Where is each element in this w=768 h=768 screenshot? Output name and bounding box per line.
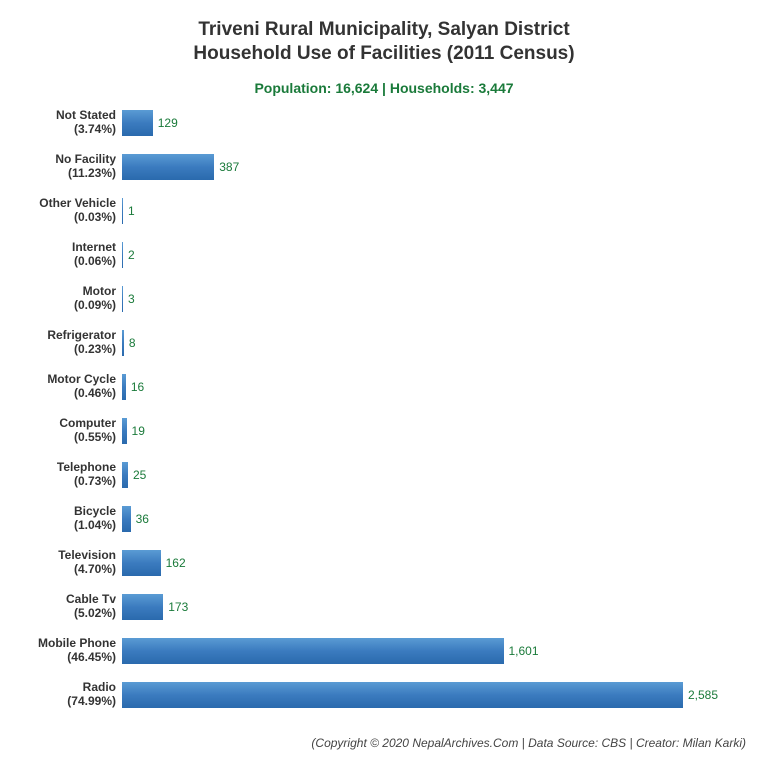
bar	[122, 286, 123, 312]
bar	[122, 330, 124, 356]
bar-label: Telephone(0.73%)	[57, 461, 116, 489]
bar-value: 25	[133, 468, 146, 482]
bar-label: Refrigerator(0.23%)	[47, 329, 116, 357]
bar-label-pct: (3.74%)	[56, 123, 116, 137]
bar-value: 162	[166, 556, 186, 570]
bar-label-pct: (0.06%)	[72, 255, 116, 269]
chart-title-line1: Triveni Rural Municipality, Salyan Distr…	[20, 18, 748, 42]
bar-label-pct: (4.70%)	[58, 563, 116, 577]
chart-container: Triveni Rural Municipality, Salyan Distr…	[0, 0, 768, 768]
bar-label-text: Telephone	[57, 460, 116, 474]
bar	[122, 242, 123, 268]
bar-row: Refrigerator(0.23%)8	[122, 330, 718, 356]
bar-value: 8	[129, 336, 136, 350]
bar-value: 2	[128, 248, 135, 262]
bar-label-text: Internet	[72, 240, 116, 254]
bar-label: Radio(74.99%)	[67, 681, 116, 709]
bar-label: No Facility(11.23%)	[55, 153, 116, 181]
bar-label-pct: (11.23%)	[55, 167, 116, 181]
chart-title-block: Triveni Rural Municipality, Salyan Distr…	[20, 18, 748, 66]
bar-value: 129	[158, 116, 178, 130]
bar	[122, 682, 683, 708]
bar-label: Not Stated(3.74%)	[56, 109, 116, 137]
bar-label-pct: (5.02%)	[66, 607, 116, 621]
bar-label-text: Other Vehicle	[39, 196, 116, 210]
bar-value: 173	[168, 600, 188, 614]
bar	[122, 154, 214, 180]
bar-row: Computer(0.55%)19	[122, 418, 718, 444]
chart-subtitle: Population: 16,624 | Households: 3,447	[20, 80, 748, 96]
bar-row: Internet(0.06%)2	[122, 242, 718, 268]
bar	[122, 418, 127, 444]
bar-value: 387	[219, 160, 239, 174]
bar-row: Not Stated(3.74%)129	[122, 110, 718, 136]
bar-row: Cable Tv(5.02%)173	[122, 594, 718, 620]
bar-label: Computer(0.55%)	[59, 417, 116, 445]
bar-label: Bicycle(1.04%)	[74, 505, 116, 533]
bar-label: Motor Cycle(0.46%)	[47, 373, 116, 401]
bar-label-pct: (0.73%)	[57, 475, 116, 489]
chart-footer: (Copyright © 2020 NepalArchives.Com | Da…	[311, 736, 746, 750]
bar-value: 1	[128, 204, 135, 218]
bar-row: No Facility(11.23%)387	[122, 154, 718, 180]
bar-row: Motor(0.09%)3	[122, 286, 718, 312]
bar-row: Motor Cycle(0.46%)16	[122, 374, 718, 400]
bar-label-text: Television	[58, 548, 116, 562]
bar	[122, 594, 163, 620]
bar	[122, 638, 504, 664]
bar-value: 19	[132, 424, 145, 438]
bar-label-text: Cable Tv	[66, 592, 116, 606]
bar-label-pct: (1.04%)	[74, 519, 116, 533]
bar-label-text: Motor Cycle	[47, 372, 116, 386]
bar-label: Other Vehicle(0.03%)	[39, 197, 116, 225]
bar-label-pct: (46.45%)	[38, 651, 116, 665]
bar	[122, 462, 128, 488]
bar-value: 16	[131, 380, 144, 394]
bar-label-pct: (74.99%)	[67, 695, 116, 709]
bar-label-text: Bicycle	[74, 504, 116, 518]
bar-label-text: Not Stated	[56, 108, 116, 122]
bar-label: Cable Tv(5.02%)	[66, 593, 116, 621]
bar-row: Television(4.70%)162	[122, 550, 718, 576]
bar-label-text: Computer	[59, 416, 116, 430]
bar-value: 1,601	[509, 644, 539, 658]
bar-label: Internet(0.06%)	[72, 241, 116, 269]
bar-label-text: No Facility	[55, 152, 116, 166]
bar-label: Mobile Phone(46.45%)	[38, 637, 116, 665]
bar-value: 3	[128, 292, 135, 306]
bar-label-pct: (0.55%)	[59, 431, 116, 445]
bar	[122, 374, 126, 400]
bar-label-pct: (0.03%)	[39, 211, 116, 225]
bar-label-text: Refrigerator	[47, 328, 116, 342]
plot-area: Not Stated(3.74%)129 No Facility(11.23%)3…	[122, 110, 718, 739]
bar	[122, 110, 153, 136]
bar-value: 2,585	[688, 688, 718, 702]
bar-row: Other Vehicle(0.03%)1	[122, 198, 718, 224]
bar-row: Bicycle(1.04%)36	[122, 506, 718, 532]
bar-row: Radio(74.99%)2,585	[122, 682, 718, 708]
bar	[122, 198, 123, 224]
bar-label: Motor(0.09%)	[74, 285, 116, 313]
bar-label-pct: (0.23%)	[47, 343, 116, 357]
bar-label-text: Radio	[83, 680, 116, 694]
bar-row: Mobile Phone(46.45%)1,601	[122, 638, 718, 664]
bar	[122, 506, 131, 532]
bar-label-pct: (0.46%)	[47, 387, 116, 401]
bar-label-text: Motor	[83, 284, 116, 298]
bar-label-text: Mobile Phone	[38, 636, 116, 650]
bar-label: Television(4.70%)	[58, 549, 116, 577]
bar-row: Telephone(0.73%)25	[122, 462, 718, 488]
bar-label-pct: (0.09%)	[74, 299, 116, 313]
bar	[122, 550, 161, 576]
bar-value: 36	[136, 512, 149, 526]
chart-title-line2: Household Use of Facilities (2011 Census…	[20, 42, 748, 66]
